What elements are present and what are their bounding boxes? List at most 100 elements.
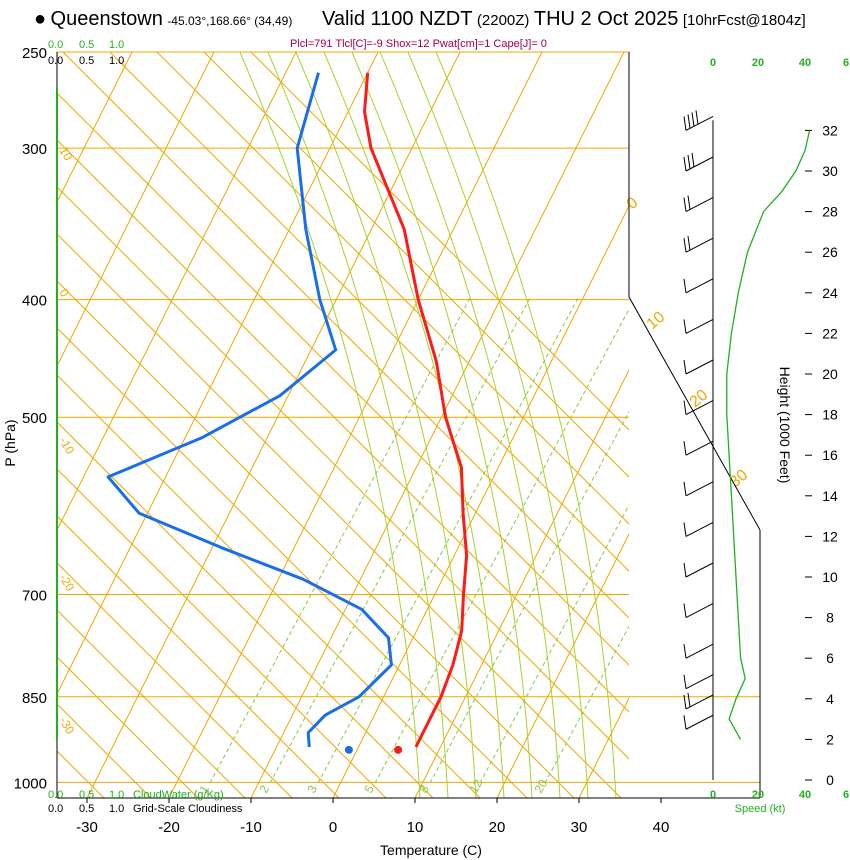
cloudiness-bottom-tick: 0.5: [79, 803, 94, 815]
panel-diagonal-edge: [628, 296, 761, 531]
wind-barb-flag: [683, 603, 687, 618]
wind-barb: [683, 110, 714, 131]
station-coords: -45.03°,168.66° (34,49): [167, 14, 293, 28]
moist-adiabat-line: [379, 52, 561, 798]
valid-label: Valid 1100 NZDT: [322, 8, 473, 30]
wind-barb-flag: [683, 319, 687, 334]
moist-adiabat-line: [295, 52, 477, 798]
wind-barb-staff: [685, 237, 714, 253]
cloudwater-top-tick: 1.0: [109, 39, 124, 51]
mixing-ratio-line: [544, 625, 629, 784]
bullet-marker: ●: [34, 8, 47, 30]
wind-barb-staff: [685, 278, 714, 294]
isotherm-line: [57, 52, 215, 368]
isotherm-line: [57, 52, 297, 532]
wind-barb: [683, 521, 714, 537]
isotherm-grid: [57, 0, 850, 798]
wind-barb-staff: [685, 197, 714, 213]
wind-barb-flag: [683, 197, 687, 212]
dry-adiabat-line: [57, 280, 575, 798]
mixing-ratio-label: 20: [531, 777, 550, 796]
dry-adiabat-line: [250, 52, 629, 431]
temperature-tick-label: 20: [489, 819, 506, 836]
cloudiness-top-tick: 1.0: [109, 55, 124, 67]
height-tick-label: 32: [822, 122, 838, 138]
wind-barb-flag: [683, 400, 687, 415]
surface-dewpoint-point: [344, 745, 353, 754]
height-tick-label: 12: [822, 528, 838, 544]
pressure-tick-label: 300: [22, 141, 47, 158]
dry-adiabat-line: [57, 609, 246, 798]
dry-adiabat-line: [57, 374, 481, 798]
cloudiness-bottom-tick: 1.0: [109, 803, 124, 815]
height-tick-label: 14: [822, 488, 838, 504]
dry-adiabat-line: [57, 233, 622, 798]
moist-adiabat-line: [407, 52, 589, 798]
isotherm-line: [250, 52, 625, 798]
height-tick-label: 6: [826, 650, 834, 666]
moist-adiabat-line: [239, 52, 421, 798]
wind-barb-staff: [685, 562, 714, 578]
dry-adiabat-line: [57, 797, 58, 798]
isotherm-line: [168, 52, 543, 798]
dry-adiabat-line: [109, 52, 629, 572]
moist-adiabat-line: [435, 52, 617, 798]
wind-barb-flag: [691, 112, 695, 127]
wind-barb-flag: [687, 114, 691, 129]
speed-bottom-tick: 20: [752, 789, 764, 801]
wind-barb-staff: [685, 714, 714, 730]
wind-barb-flag: [687, 154, 691, 170]
adiabat-grid: [57, 52, 629, 798]
height-tick-label: 28: [822, 204, 838, 220]
wind-barb-flag: [695, 110, 699, 125]
temperature-tick-label: -20: [158, 819, 180, 836]
dry-adiabat-line: [57, 139, 629, 713]
height-tick-label: 18: [822, 407, 838, 423]
speed-top-tick: 0: [710, 57, 716, 69]
wind-barb-flag: [683, 116, 687, 131]
isotherm-line: [743, 0, 850, 798]
wind-barb-staff: [685, 359, 714, 375]
height-tick-label: 30: [822, 163, 838, 179]
height-axis-title: Height (1000 Feet): [777, 367, 793, 484]
isotherm-line: [57, 52, 379, 696]
wind-barb: [683, 692, 714, 710]
dry-adiabat-line: [57, 421, 434, 798]
wind-barb: [683, 674, 714, 690]
dry-adiabat-line: [57, 562, 293, 798]
cloudwater-top-tick: 0.0: [48, 39, 63, 51]
temperature-tick-label: 10: [407, 819, 424, 836]
surface-temperature-point: [394, 745, 403, 754]
mixing-ratio-line: [269, 297, 531, 784]
wind-barb: [683, 195, 714, 213]
wind-barb-staff: [685, 603, 714, 619]
height-tick-label: 8: [826, 610, 834, 626]
wind-barb: [683, 603, 714, 619]
pressure-tick-label: 400: [22, 293, 47, 310]
wind-barb: [683, 278, 714, 294]
wind-barb-flag: [687, 692, 691, 708]
forecast-date: THU 2 Oct 2025: [533, 8, 679, 30]
utc-time: (2200Z): [476, 12, 530, 29]
wind-barb-flag: [683, 562, 687, 578]
wind-barb-flag: [683, 522, 687, 537]
pressure-tick-label: 1000: [14, 775, 47, 792]
temperature-profile-line: [363, 72, 469, 748]
pressure-tick-label: 850: [22, 690, 47, 707]
wind-barb-flag: [691, 152, 695, 168]
wind-barb: [683, 714, 714, 730]
cloudwater-bottom-tick: 0.0: [48, 789, 63, 801]
wind-barb-flag: [683, 278, 687, 293]
wind-barb: [683, 481, 714, 497]
temperature-tick-label: -30: [76, 819, 98, 836]
wind-barb-staff: [685, 440, 714, 456]
wind-barb: [683, 643, 714, 659]
height-tick-label: 0: [826, 772, 834, 788]
dry-adiabat-line: [57, 515, 340, 798]
wind-barb-flag: [683, 441, 687, 456]
wind-barb-staff: [685, 115, 714, 131]
mixing-ratio-line: [209, 297, 471, 784]
height-tick-label: 22: [822, 325, 838, 341]
wind-barb: [683, 236, 714, 253]
